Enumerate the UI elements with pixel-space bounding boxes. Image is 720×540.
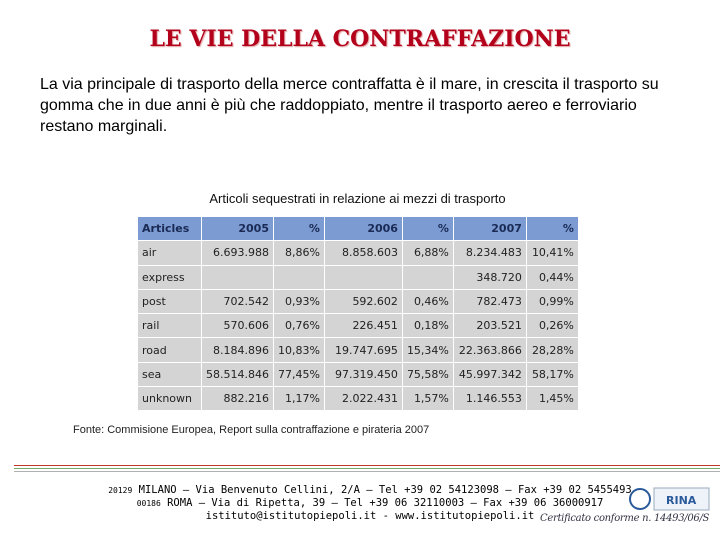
footer-text: MILANO – Via Benvenuto Cellini, 2/A – Te… bbox=[138, 484, 632, 496]
footer-line: 00186 ROMA – Via di Ripetta, 39 – Tel +3… bbox=[100, 497, 640, 510]
table-cell: 10,83% bbox=[272, 337, 325, 363]
table-caption: Articoli sequestrati in relazione ai mez… bbox=[209, 191, 506, 206]
table-cell: 77,45% bbox=[272, 361, 325, 388]
column-header: 2006 bbox=[323, 215, 403, 242]
table-cell: 8.234.483 bbox=[452, 240, 527, 266]
table-cell: 8.184.896 bbox=[201, 337, 274, 363]
zip-code: 00186 bbox=[136, 499, 161, 508]
table-cell: 2.022.431 bbox=[323, 386, 403, 412]
column-header: Articles bbox=[137, 215, 202, 242]
table-cell: 8,86% bbox=[272, 240, 325, 266]
table-cell: 10,41% bbox=[525, 240, 579, 266]
footer-line: istituto@istitutopiepoli.it - www.istitu… bbox=[100, 510, 640, 523]
table-cell: 0,76% bbox=[272, 313, 325, 339]
footer: 20129 MILANO – Via Benvenuto Cellini, 2/… bbox=[100, 484, 640, 523]
table-cell: 19.747.695 bbox=[323, 337, 403, 363]
table-row: sea 58.514.846 77,45% 97.319.450 75,58% 45.99… bbox=[137, 361, 579, 388]
table-cell bbox=[201, 264, 274, 290]
table-cell: 1,57% bbox=[401, 386, 454, 412]
table-cell: 0,99% bbox=[525, 288, 579, 315]
table-cell: 1.146.553 bbox=[452, 386, 527, 412]
table-row: express 348.720 0,44% bbox=[137, 264, 579, 290]
table-cell: 6.693.988 bbox=[201, 240, 274, 266]
row-label: post bbox=[137, 288, 202, 315]
logo: RINA bbox=[629, 487, 710, 511]
row-label: rail bbox=[137, 313, 202, 339]
row-label: air bbox=[137, 240, 202, 266]
table-row: air 6.693.988 8,86% 8.858.603 6,88% 8.234.483… bbox=[137, 240, 579, 266]
paragraph: La via principale di trasporto della mer… bbox=[40, 76, 659, 135]
table-cell bbox=[323, 264, 403, 290]
rule-line bbox=[14, 468, 720, 469]
table-cell: 203.521 bbox=[452, 313, 527, 339]
table-cell: 348.720 bbox=[452, 264, 527, 290]
rule-line bbox=[14, 465, 720, 466]
table-cell: 58,17% bbox=[525, 361, 579, 388]
table-cell: 0,93% bbox=[272, 288, 325, 315]
table-row: post 702.542 0,93% 592.602 0,46% 782.473 0,99% bbox=[137, 288, 579, 315]
table-cell: 592.602 bbox=[323, 288, 403, 315]
table-cell: 570.606 bbox=[201, 313, 274, 339]
table-cell: 1,45% bbox=[525, 386, 579, 412]
row-label: road bbox=[137, 337, 202, 363]
table-cell: 0,18% bbox=[401, 313, 454, 339]
table-cell: 0,44% bbox=[525, 264, 579, 290]
table-cell: 22.363.866 bbox=[452, 337, 527, 363]
footer-line: 20129 MILANO – Via Benvenuto Cellini, 2/… bbox=[100, 484, 640, 497]
table-cell: 782.473 bbox=[452, 288, 527, 315]
table-cell: 45.997.342 bbox=[452, 361, 527, 388]
table-cell: 28,28% bbox=[525, 337, 579, 363]
table-cell: 15,34% bbox=[401, 337, 454, 363]
table-cell: 226.451 bbox=[323, 313, 403, 339]
footer-text: istituto@istitutopiepoli.it - www.istitu… bbox=[205, 510, 535, 522]
table-cell: 702.542 bbox=[201, 288, 274, 315]
table-row: unknown 882.216 1,17% 2.022.431 1,57% 1.146.5… bbox=[137, 386, 579, 412]
logo-mark bbox=[629, 488, 651, 510]
table-cell bbox=[401, 264, 454, 290]
table-cell: 1,17% bbox=[272, 386, 325, 412]
row-label: unknown bbox=[137, 386, 202, 412]
row-label: express bbox=[137, 264, 202, 290]
table-cell: 0,46% bbox=[401, 288, 454, 315]
footer-text: ROMA – Via di Ripetta, 39 – Tel +39 06 3… bbox=[167, 497, 604, 509]
table-row: rail 570.606 0,76% 226.451 0,18% 203.521 0,26% bbox=[137, 313, 579, 339]
table-cell: 58.514.846 bbox=[201, 361, 274, 388]
logo-box bbox=[653, 487, 710, 511]
table-cell bbox=[272, 264, 325, 290]
table-cell: 97.319.450 bbox=[323, 361, 403, 388]
zip-code: 20129 bbox=[108, 486, 133, 495]
slide-title: LE VIE DELLA CONTRAFFAZIONE bbox=[149, 26, 571, 52]
column-header: 2007 bbox=[452, 215, 527, 242]
certification: Certificato conforme n. 14493/06/S bbox=[540, 513, 710, 524]
table-cell: 75,58% bbox=[401, 361, 454, 388]
table-cell: 8.858.603 bbox=[323, 240, 403, 266]
column-header: 2005 bbox=[201, 215, 274, 242]
column-header: % bbox=[401, 215, 454, 242]
data-table: Articles 2005% 2006% 2007% air 6.693.988 8,86%… bbox=[137, 215, 579, 412]
table-cell: 6,88% bbox=[401, 240, 454, 266]
column-header: % bbox=[272, 215, 325, 242]
row-label: sea bbox=[137, 361, 202, 388]
table-row: road 8.184.896 10,83% 19.747.695 15,34% 22.36… bbox=[137, 337, 579, 363]
header-row: Articles 2005% 2006% 2007% bbox=[137, 215, 579, 242]
table-cell: 882.216 bbox=[201, 386, 274, 412]
rule-line bbox=[14, 471, 720, 472]
table-cell: 0,26% bbox=[525, 313, 579, 339]
source-note: Fonte: Commisione Europea, Report sulla … bbox=[73, 424, 430, 436]
logo-text: RINA bbox=[666, 494, 697, 507]
column-header: % bbox=[525, 215, 579, 242]
